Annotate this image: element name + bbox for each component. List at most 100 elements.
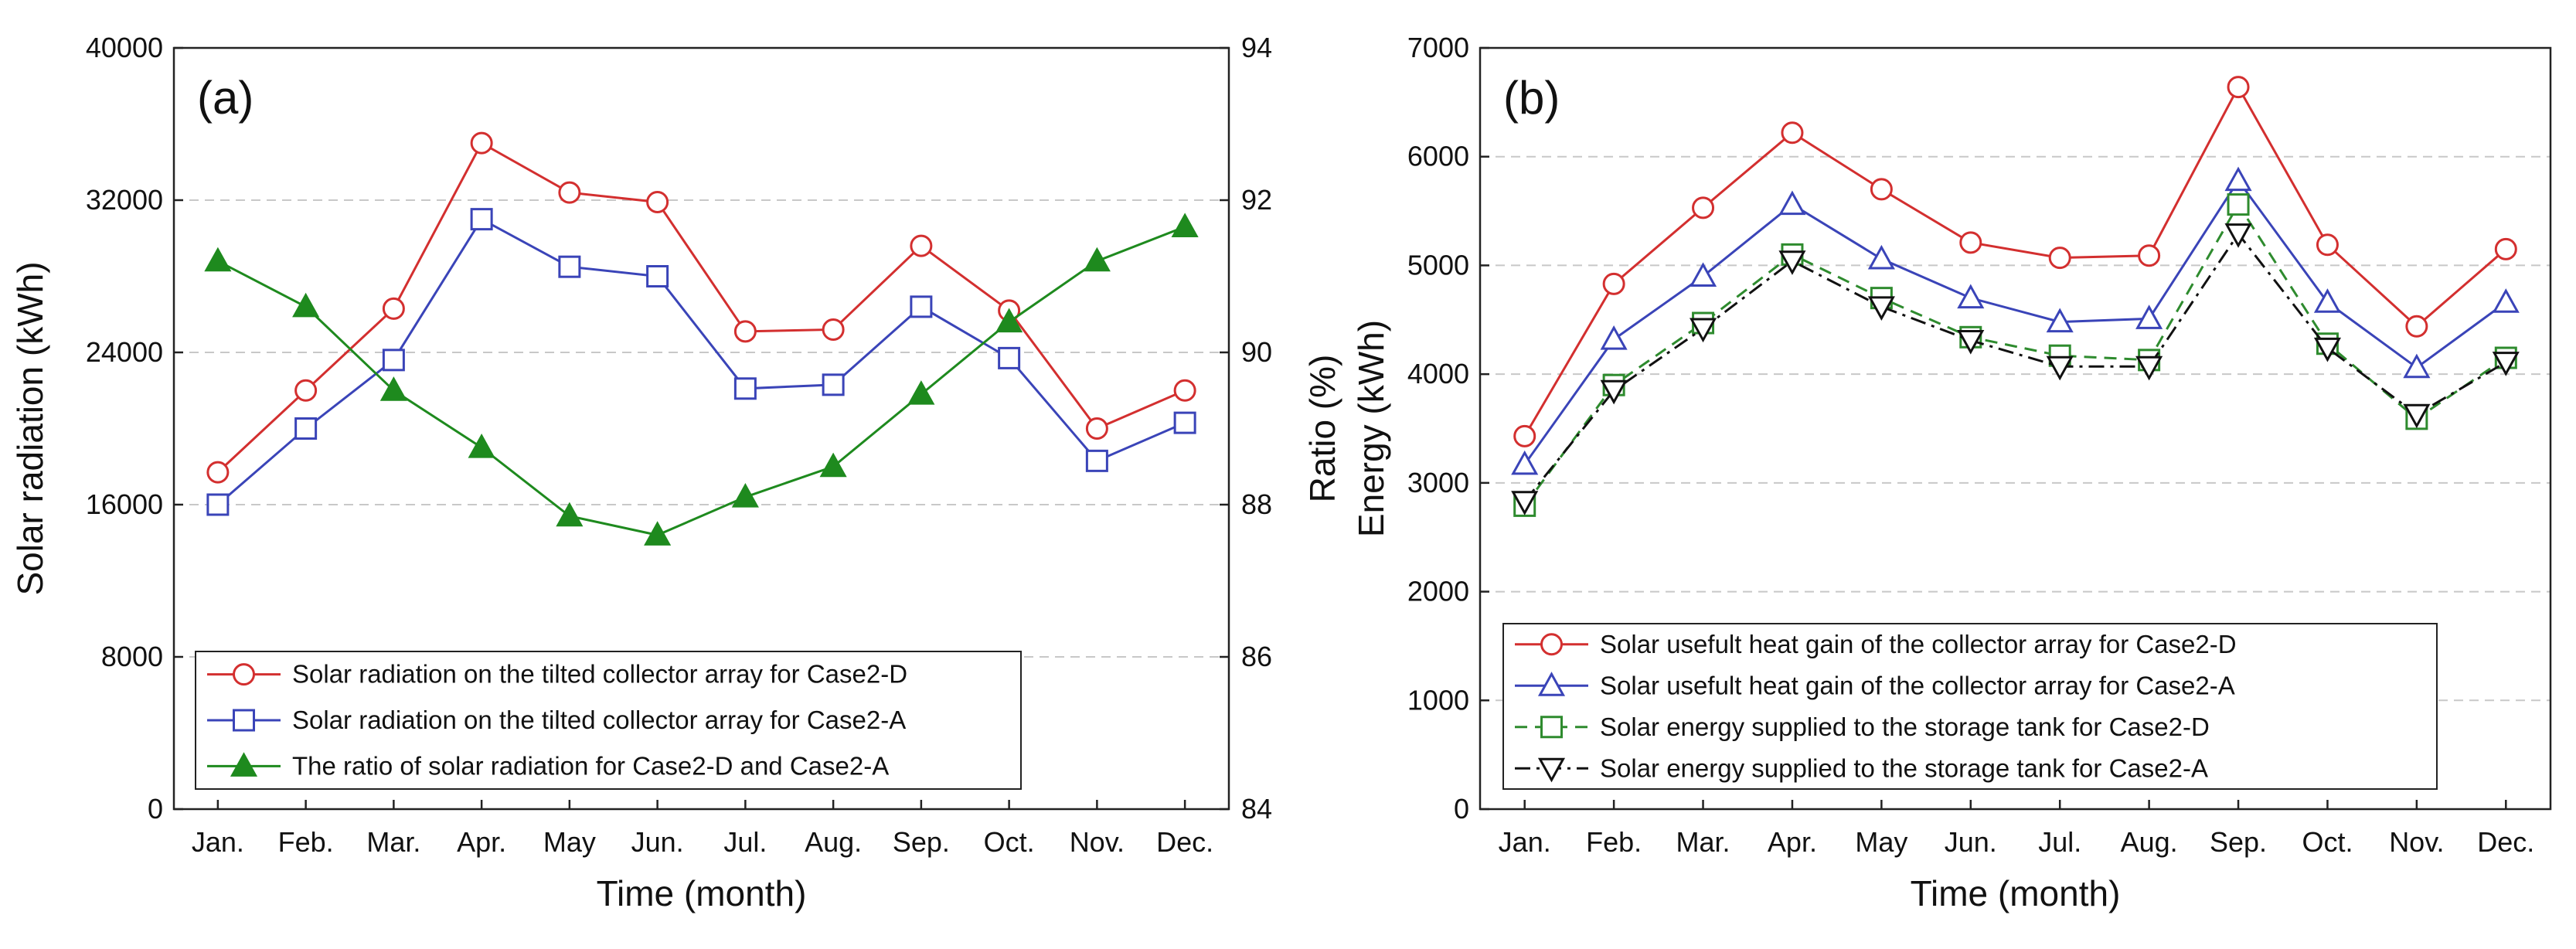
legend-label: Solar radiation on the tilted collector … [292,660,907,689]
series-1 [206,131,1196,484]
data-point [558,255,581,278]
data-point [910,234,933,257]
data-point [1692,196,1715,219]
data-point [2046,355,2074,381]
data-point [910,295,933,318]
data-point [2313,337,2342,362]
data-point [819,452,847,478]
legend-label: Solar usefult heat gain of the collector… [1600,671,2235,699]
data-point [468,434,495,458]
data-point [294,379,318,402]
series-line [1523,202,2507,507]
x-tick-label: Jan. [1499,826,1551,858]
data-point [2405,315,2428,338]
y-right-tick-label: 84 [1241,793,1272,825]
data-point [292,292,320,318]
legend-box [195,651,1022,790]
data-point [644,521,672,546]
data-point [1083,247,1111,272]
y-tick-label: 6000 [1407,141,1469,172]
x-tick-label: Dec. [2477,826,2534,858]
legend-marker [233,709,255,732]
data-point [731,483,759,508]
data-point [907,380,935,405]
legend-marker [1537,672,1566,696]
data-point [1600,325,1628,350]
x-tick-label: Sep. [893,826,950,858]
series-line [217,226,1186,536]
y-right-tick-label: 94 [1241,32,1272,63]
data-point [1867,296,1895,321]
data-point [206,493,230,516]
legend-marker [1537,757,1566,783]
data-point [2403,353,2431,379]
y-tick-label: 4000 [1407,358,1469,389]
data-point [1511,450,1539,475]
data-point [379,376,407,401]
x-tick-label: May [543,826,596,858]
x-tick-label: Apr. [457,826,506,858]
data-point [294,417,318,440]
data-point [2313,288,2342,313]
series-line [1523,84,2507,437]
data-point [1511,491,1539,515]
x-tick-label: Aug. [2121,826,2178,858]
legend-label: Solar radiation on the tilted collector … [292,706,906,734]
data-point [2135,304,2163,329]
plot-frame [172,46,1230,811]
x-tick-label: Feb. [278,826,334,858]
x-tick-label: Jun. [1945,826,1997,858]
x-tick-label: Mar. [1676,826,1730,858]
data-point [1870,178,1893,201]
data-point [822,318,845,341]
data-point [470,131,493,155]
series-line [216,141,1186,474]
data-point [2046,308,2074,333]
data-point [733,320,757,343]
x-tick-label: Nov. [2389,826,2444,858]
data-point [206,461,230,484]
y-tick-label: 3000 [1407,467,1469,498]
panel-b: 0 1000 2000 3000 4000 5000 6000 7000 Jan. Feb. Mar… [1351,32,2552,913]
y-right-tick-label: 88 [1241,488,1272,520]
legend-marker [1540,633,1563,656]
legend-marker [233,663,255,686]
x-tick-label: Dec. [1156,826,1213,858]
data-point [470,208,493,231]
data-point [1173,411,1196,434]
data-point [822,373,845,396]
data-point [1781,121,1804,145]
y-tick-label: 40000 [86,32,163,63]
data-point [2403,403,2431,429]
legend-label: Solar energy supplied to the storage tan… [1600,713,2210,741]
data-point [995,308,1023,333]
series-2 [1511,166,2520,475]
series-2 [206,208,1196,516]
data-point [2224,166,2252,192]
y-axis-title: Solar radiation (kWh) [10,261,50,595]
series-1 [1513,76,2517,447]
y-tick-label: 8000 [101,641,163,672]
x-tick-label: Feb. [1586,826,1642,858]
y-right-tick-label: 92 [1241,184,1272,216]
data-point [1689,318,1717,343]
x-axis-title: Time (month) [1911,873,2121,913]
x-tick-label: Nov. [1070,826,1125,858]
data-point [1689,262,1717,287]
y-tick-label: 32000 [86,184,163,216]
data-point [558,181,581,204]
x-axis-title: Time (month) [597,873,807,913]
data-point [1602,272,1625,295]
data-point [2135,355,2163,381]
data-point [2138,244,2161,267]
series-line [1523,179,2507,465]
data-point [2227,76,2250,99]
data-point [1600,379,1628,405]
legend-marker [230,752,258,777]
data-point [1778,190,1806,216]
x-tick-label: Oct. [2302,826,2353,858]
data-point [1957,330,1985,355]
data-point [382,349,405,372]
data-point [646,190,669,213]
